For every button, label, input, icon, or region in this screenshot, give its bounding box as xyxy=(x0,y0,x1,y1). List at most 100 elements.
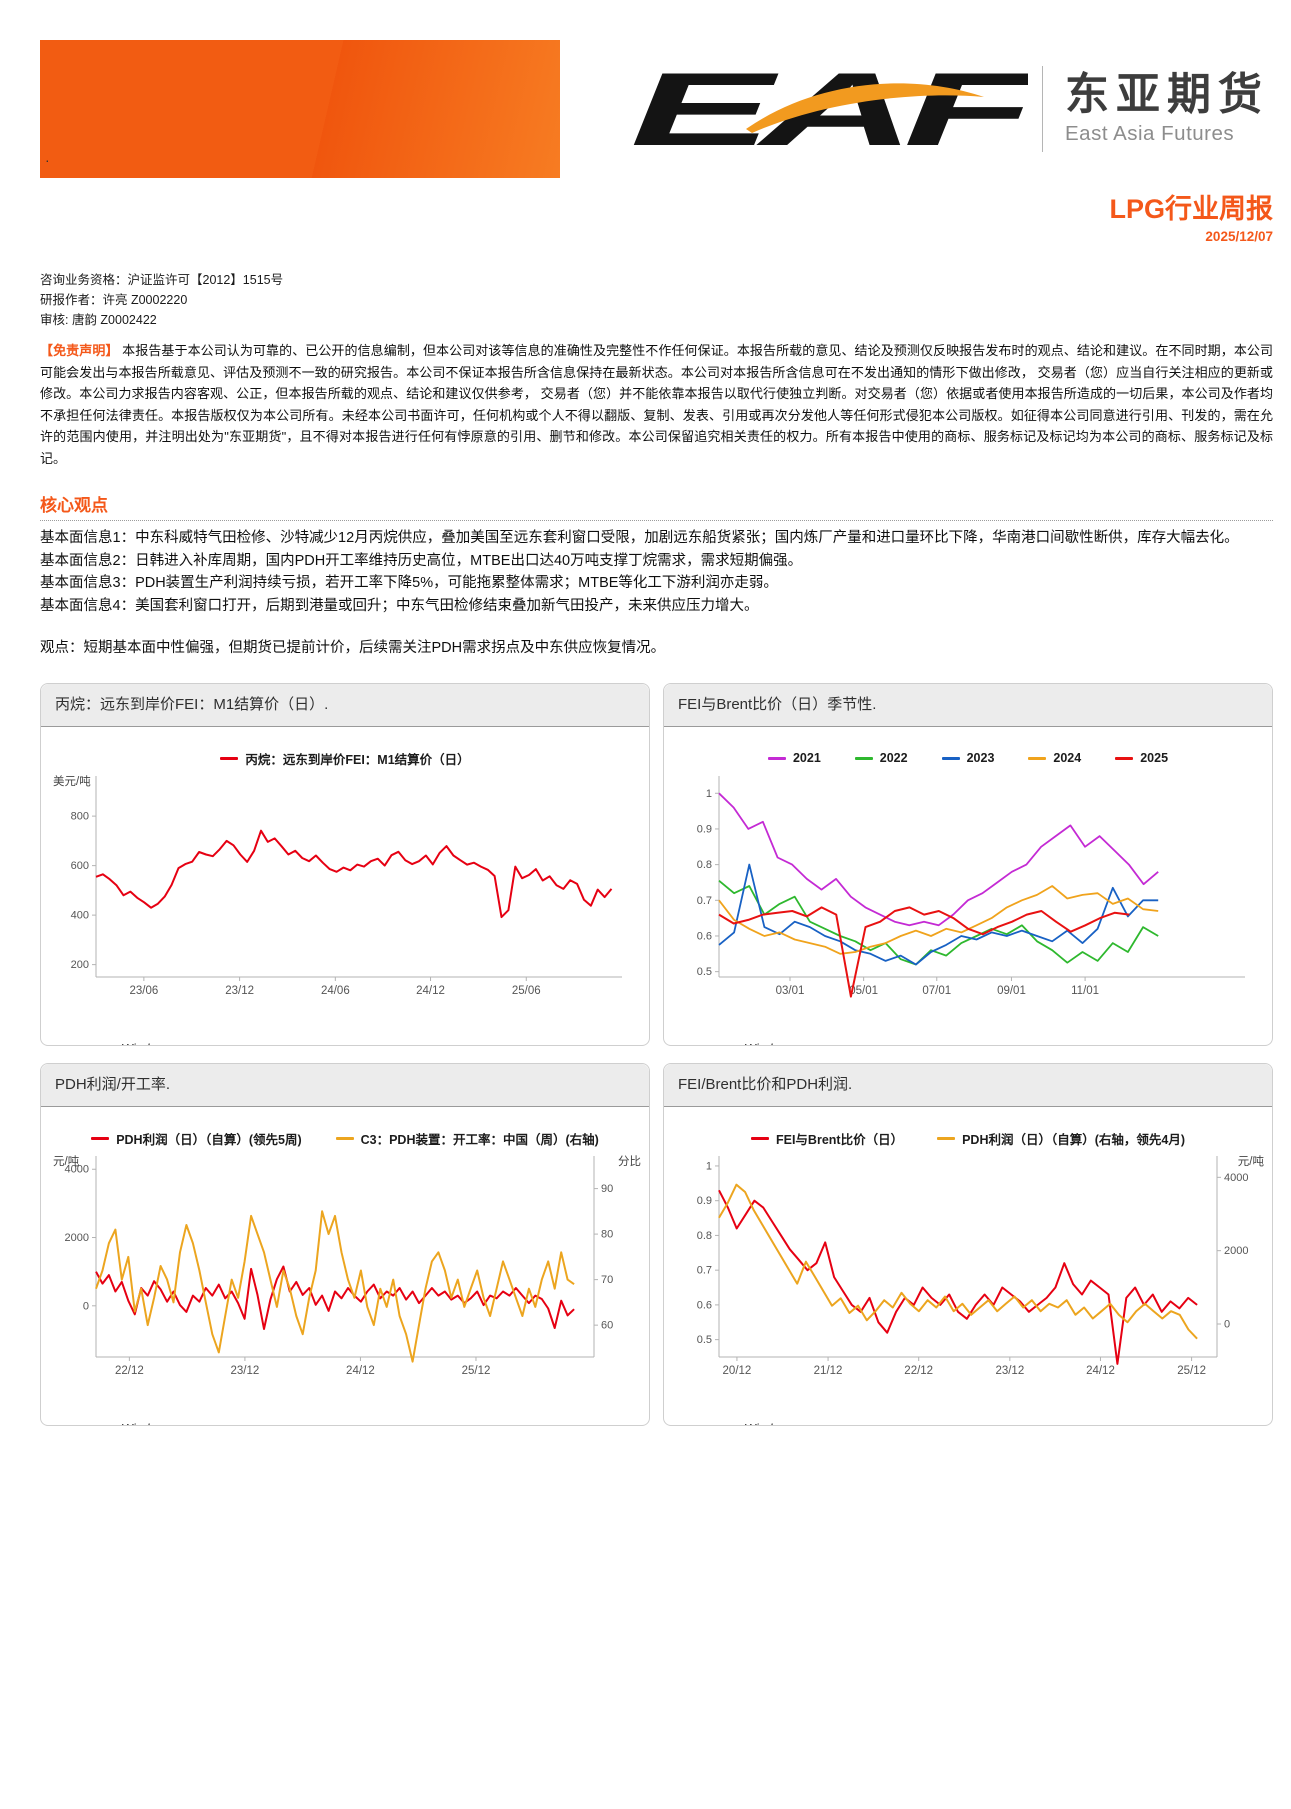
svg-text:20/12: 20/12 xyxy=(723,1365,752,1377)
source-label: source： xyxy=(688,1422,738,1425)
svg-text:80: 80 xyxy=(601,1229,613,1241)
stray-dot: · xyxy=(45,152,50,168)
legend-swatch-icon xyxy=(854,756,873,760)
chart-title: 丙烷：远东到岸价FEI：M1结算价（日）. xyxy=(41,684,649,728)
core-item: 基本面信息2：日韩进入补库周期，国内PDH开工率维持历史高位，MTBE出口达40… xyxy=(40,552,803,569)
svg-text:0.5: 0.5 xyxy=(697,1334,712,1346)
svg-text:70: 70 xyxy=(601,1274,613,1286)
legend-swatch-icon xyxy=(335,1136,354,1140)
svg-text:25/12: 25/12 xyxy=(1177,1365,1206,1377)
legend-item: 2022 xyxy=(854,751,908,766)
legend-label: PDH利润（日）（自算）(右轴，领先4月) xyxy=(962,1132,1185,1147)
line-chart: 1 0.9 0.8 0.7 0.6 0.5 4000 2000 0 20/12 21/12 22/12… xyxy=(697,1156,1248,1377)
svg-text:60: 60 xyxy=(601,1320,613,1332)
eaf-swoosh-icon xyxy=(746,83,984,133)
axis-unit-left: 美元/吨 xyxy=(53,776,91,789)
series-line xyxy=(718,1189,1198,1365)
report-page: EAF 东亚期货 East Asia Futures · LPG行业周报 202… xyxy=(40,40,1273,1427)
legend-item: 2023 xyxy=(941,751,994,765)
company-name-en: East Asia Futures xyxy=(1065,121,1235,145)
legend-item: PDH利润（日）（自算）(领先5周) xyxy=(91,1129,302,1148)
disclaimer-label: 【免责声明】 xyxy=(40,343,119,359)
axis-unit-left: 元/吨 xyxy=(53,1156,80,1169)
report-date: 2025/12/07 xyxy=(1205,229,1273,245)
svg-text:22/12: 22/12 xyxy=(115,1365,144,1377)
svg-text:22/12: 22/12 xyxy=(904,1365,933,1377)
meta-block: 咨询业务资格：沪证监许可【2012】1515号 研报作者：许亮 Z0002220… xyxy=(40,270,1273,330)
chart-panel: PDH利润/开工率. 元/吨 分比 PDH利润（日）（自算）(领先5周) C3：PDH装… xyxy=(40,1063,650,1427)
source-value: Wind xyxy=(121,1042,149,1045)
legend-item: C3：PDH装置：开工率：中国（周）(右轴) xyxy=(335,1129,599,1148)
author-line: 研报作者：许亮 Z0002220 xyxy=(40,293,188,308)
svg-text:2000: 2000 xyxy=(1224,1245,1248,1257)
svg-text:23/12: 23/12 xyxy=(231,1365,260,1377)
svg-text:200: 200 xyxy=(71,959,89,971)
svg-text:11/01: 11/01 xyxy=(1071,985,1099,997)
svg-text:4000: 4000 xyxy=(65,1164,89,1176)
qualification-line: 咨询业务资格：沪证监许可【2012】1515号 xyxy=(40,273,284,288)
reviewer-line: 审核: 唐韵 Z0002422 xyxy=(40,313,157,328)
legend-item: PDH利润（日）（自算）(右轴，领先4月) xyxy=(937,1129,1185,1148)
source-line: source： Wind xyxy=(688,1418,772,1425)
legend-label: 丙烷：远东到岸价FEI：M1结算价（日） xyxy=(245,752,470,767)
core-item: 基本面信息1：中东科威特气田检修、沙特减少12月丙烷供应，叠加美国至远东套利窗口… xyxy=(40,530,1239,547)
svg-text:25/06: 25/06 xyxy=(512,985,541,997)
legend-swatch-icon xyxy=(220,756,239,760)
source-line: source： Wind xyxy=(688,1038,772,1045)
svg-text:0: 0 xyxy=(83,1300,89,1312)
brand-color-block xyxy=(40,40,560,178)
disclaimer-text: 本报告基于本公司认为可靠的、已公开的信息编制，但本公司对该等信息的准确性及完整性… xyxy=(40,343,1273,466)
legend-swatch-icon xyxy=(91,1136,110,1140)
series-line xyxy=(718,863,1159,966)
svg-text:0.8: 0.8 xyxy=(697,859,712,871)
svg-text:0: 0 xyxy=(1224,1319,1230,1331)
chart-body: 元/吨 FEI与Brent比价（日） PDH利润（日）（自算）(右轴，领先4月) 1 0… xyxy=(664,1129,1272,1426)
source-value: Wind xyxy=(744,1042,772,1045)
disclaimer-paragraph: 【免责声明】 本报告基于本公司认为可靠的、已公开的信息编制，但本公司对该等信息的… xyxy=(40,340,1273,469)
source-label: source： xyxy=(688,1042,738,1045)
legend-item: FEI与Brent比价（日） xyxy=(750,1129,903,1148)
axis-unit-right: 元/吨 xyxy=(1237,1156,1264,1169)
legend-item: 2021 xyxy=(767,751,821,765)
legend-label: 2022 xyxy=(879,751,908,766)
series-line xyxy=(718,1183,1198,1340)
series-line xyxy=(95,1265,575,1331)
core-item: 基本面信息4：美国套利窗口打开，后期到港量或回升；中东气田检修结束叠加新气田投产… xyxy=(40,597,759,614)
series-line xyxy=(718,885,1159,955)
svg-text:23/12: 23/12 xyxy=(995,1365,1024,1377)
svg-text:24/12: 24/12 xyxy=(1086,1365,1115,1377)
legend-item: 丙烷：远东到岸价FEI：M1结算价（日） xyxy=(220,749,470,768)
svg-text:1: 1 xyxy=(706,1160,712,1172)
legend-label: PDH利润（日）（自算）(领先5周) xyxy=(116,1132,302,1147)
source-line: source： Wind xyxy=(65,1418,149,1425)
brand-names: 东亚期货 East Asia Futures xyxy=(1065,72,1273,145)
company-name-cn: 东亚期货 xyxy=(1065,70,1269,120)
svg-text:07/01: 07/01 xyxy=(922,985,951,997)
chart-legend: FEI与Brent比价（日） PDH利润（日）（自算）(右轴，领先4月) xyxy=(664,1129,1272,1147)
svg-text:0.9: 0.9 xyxy=(697,823,712,835)
svg-text:0.7: 0.7 xyxy=(697,1265,712,1277)
chart-panel: FEI与Brent比价（日）季节性. 2021 2022 2023 2024 2025 1 0… xyxy=(663,683,1273,1047)
series-line xyxy=(95,829,613,919)
svg-text:24/12: 24/12 xyxy=(416,985,445,997)
svg-text:24/06: 24/06 xyxy=(321,985,350,997)
svg-text:25/12: 25/12 xyxy=(462,1365,491,1377)
svg-text:2000: 2000 xyxy=(65,1232,89,1244)
chart-title: FEI与Brent比价（日）季节性. xyxy=(664,684,1272,728)
svg-text:24/12: 24/12 xyxy=(346,1365,375,1377)
chart-panel: 丙烷：远东到岸价FEI：M1结算价（日）. 美元/吨 丙烷：远东到岸价FEI：M1结… xyxy=(40,683,650,1047)
chart-body: 美元/吨 丙烷：远东到岸价FEI：M1结算价（日） 800 600 400 200 23/0… xyxy=(41,749,649,1045)
core-item: 基本面信息3：PDH装置生产利润持续亏损，若开工率下降5%，可能拖累整体需求；M… xyxy=(40,575,778,592)
charts-grid: 丙烷：远东到岸价FEI：M1结算价（日）. 美元/吨 丙烷：远东到岸价FEI：M1结… xyxy=(40,683,1273,1427)
legend-swatch-icon xyxy=(937,1136,956,1140)
source-label: source： xyxy=(65,1422,115,1425)
series-line xyxy=(95,1210,575,1363)
source-value: Wind xyxy=(744,1422,772,1425)
chart-panel: FEI/Brent比价和PDH利润. 元/吨 FEI与Brent比价（日） PDH利润… xyxy=(663,1063,1273,1427)
legend-swatch-icon xyxy=(1115,756,1134,760)
legend-label: 2024 xyxy=(1053,751,1082,766)
svg-text:0.9: 0.9 xyxy=(697,1195,712,1207)
chart-legend: PDH利润（日）（自算）(领先5周) C3：PDH装置：开工率：中国（周）(右轴) xyxy=(41,1129,649,1147)
chart-legend: 丙烷：远东到岸价FEI：M1结算价（日） xyxy=(41,749,649,767)
line-chart: 4000 2000 0 90 80 70 60 22/12 23/12 24/12 25/12 xyxy=(65,1156,613,1377)
